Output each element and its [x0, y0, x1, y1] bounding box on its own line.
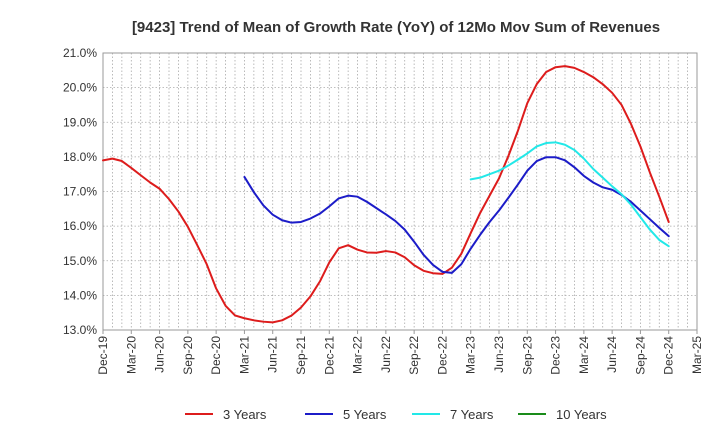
y-tick-label: 14.0%	[63, 288, 97, 302]
series-line-7-years	[469, 141, 670, 248]
x-tick-label: Mar-21	[237, 336, 251, 374]
y-tick-label: 19.0%	[63, 115, 97, 129]
legend-label: 7 Years	[450, 407, 494, 422]
x-tick-label: Jun-21	[266, 336, 280, 373]
y-tick-label: 20.0%	[63, 81, 97, 95]
legend-label: 5 Years	[343, 407, 387, 422]
x-tick-label: Dec-24	[662, 336, 676, 375]
x-tick-label: Sep-21	[294, 336, 308, 375]
y-tick-label: 17.0%	[63, 185, 97, 199]
legend-label: 10 Years	[556, 407, 607, 422]
x-tick-label: Mar-23	[464, 336, 478, 374]
x-tick-label: Mar-22	[351, 336, 365, 374]
series-line-5-years	[243, 156, 670, 274]
series-lines	[102, 65, 670, 324]
x-tick-label: Dec-23	[549, 336, 563, 375]
x-tick-label: Sep-24	[633, 336, 647, 375]
x-tick-label: Dec-19	[96, 336, 110, 375]
y-tick-label: 13.0%	[63, 323, 97, 337]
x-axis: Dec-19 Mar-20 Jun-20 Sep-20 Dec-20 Mar-21 Jun-…	[96, 330, 704, 375]
y-axis: 13.0% 14.0% 15.0% 16.0% 17.0% 18.0% 19.0% 20.0%…	[63, 46, 97, 337]
x-tick-label: Dec-20	[209, 336, 223, 375]
y-tick-label: 15.0%	[63, 254, 97, 268]
x-tick-label: Dec-21	[322, 336, 336, 375]
x-tick-label: Jun-22	[379, 336, 393, 373]
x-tick-label: Mar-20	[124, 336, 138, 374]
y-tick-label: 16.0%	[63, 219, 97, 233]
x-tick-label: Jun-23	[492, 336, 506, 373]
x-tick-label: Sep-23	[520, 336, 534, 375]
x-tick-label: Sep-22	[407, 336, 421, 375]
x-tick-label: Dec-22	[435, 336, 449, 375]
x-tick-label: Jun-20	[153, 336, 167, 373]
x-tick-label: Mar-24	[577, 336, 591, 374]
x-tick-label: Mar-25	[690, 336, 704, 374]
grid	[103, 53, 697, 330]
x-tick-label: Sep-20	[181, 336, 195, 375]
plot-frame	[102, 52, 698, 331]
y-tick-label: 21.0%	[63, 46, 97, 60]
chart-title: [9423] Trend of Mean of Growth Rate (YoY…	[132, 19, 660, 36]
x-tick-label: Jun-24	[605, 336, 619, 373]
legend: 3 Years 5 Years 7 Years 10 Years	[185, 407, 607, 422]
legend-label: 3 Years	[223, 407, 267, 422]
y-tick-label: 18.0%	[63, 150, 97, 164]
series-line-3-years	[102, 65, 670, 324]
